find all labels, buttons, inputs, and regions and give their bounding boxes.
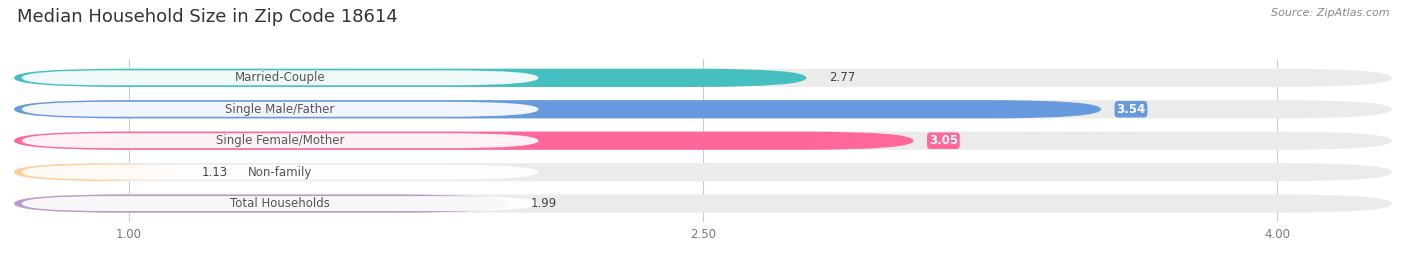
- FancyBboxPatch shape: [14, 69, 807, 87]
- Text: 1.13: 1.13: [201, 166, 228, 179]
- FancyBboxPatch shape: [14, 195, 508, 213]
- Text: 3.54: 3.54: [1116, 103, 1146, 116]
- Text: Median Household Size in Zip Code 18614: Median Household Size in Zip Code 18614: [17, 8, 398, 26]
- FancyBboxPatch shape: [14, 132, 1392, 150]
- FancyBboxPatch shape: [14, 132, 914, 150]
- Text: Single Female/Mother: Single Female/Mother: [215, 134, 344, 147]
- FancyBboxPatch shape: [21, 70, 538, 85]
- FancyBboxPatch shape: [21, 102, 538, 117]
- Text: Source: ZipAtlas.com: Source: ZipAtlas.com: [1271, 8, 1389, 18]
- FancyBboxPatch shape: [14, 100, 1101, 118]
- FancyBboxPatch shape: [14, 163, 1392, 181]
- Text: Total Households: Total Households: [231, 197, 330, 210]
- FancyBboxPatch shape: [21, 196, 538, 211]
- FancyBboxPatch shape: [14, 163, 179, 181]
- FancyBboxPatch shape: [21, 165, 538, 180]
- Text: Non-family: Non-family: [247, 166, 312, 179]
- Text: 1.99: 1.99: [530, 197, 557, 210]
- FancyBboxPatch shape: [14, 69, 1392, 87]
- Text: 3.05: 3.05: [929, 134, 957, 147]
- FancyBboxPatch shape: [21, 133, 538, 148]
- Text: 2.77: 2.77: [830, 71, 856, 84]
- FancyBboxPatch shape: [14, 100, 1392, 118]
- FancyBboxPatch shape: [14, 195, 1392, 213]
- Text: Single Male/Father: Single Male/Father: [225, 103, 335, 116]
- Text: Married-Couple: Married-Couple: [235, 71, 325, 84]
